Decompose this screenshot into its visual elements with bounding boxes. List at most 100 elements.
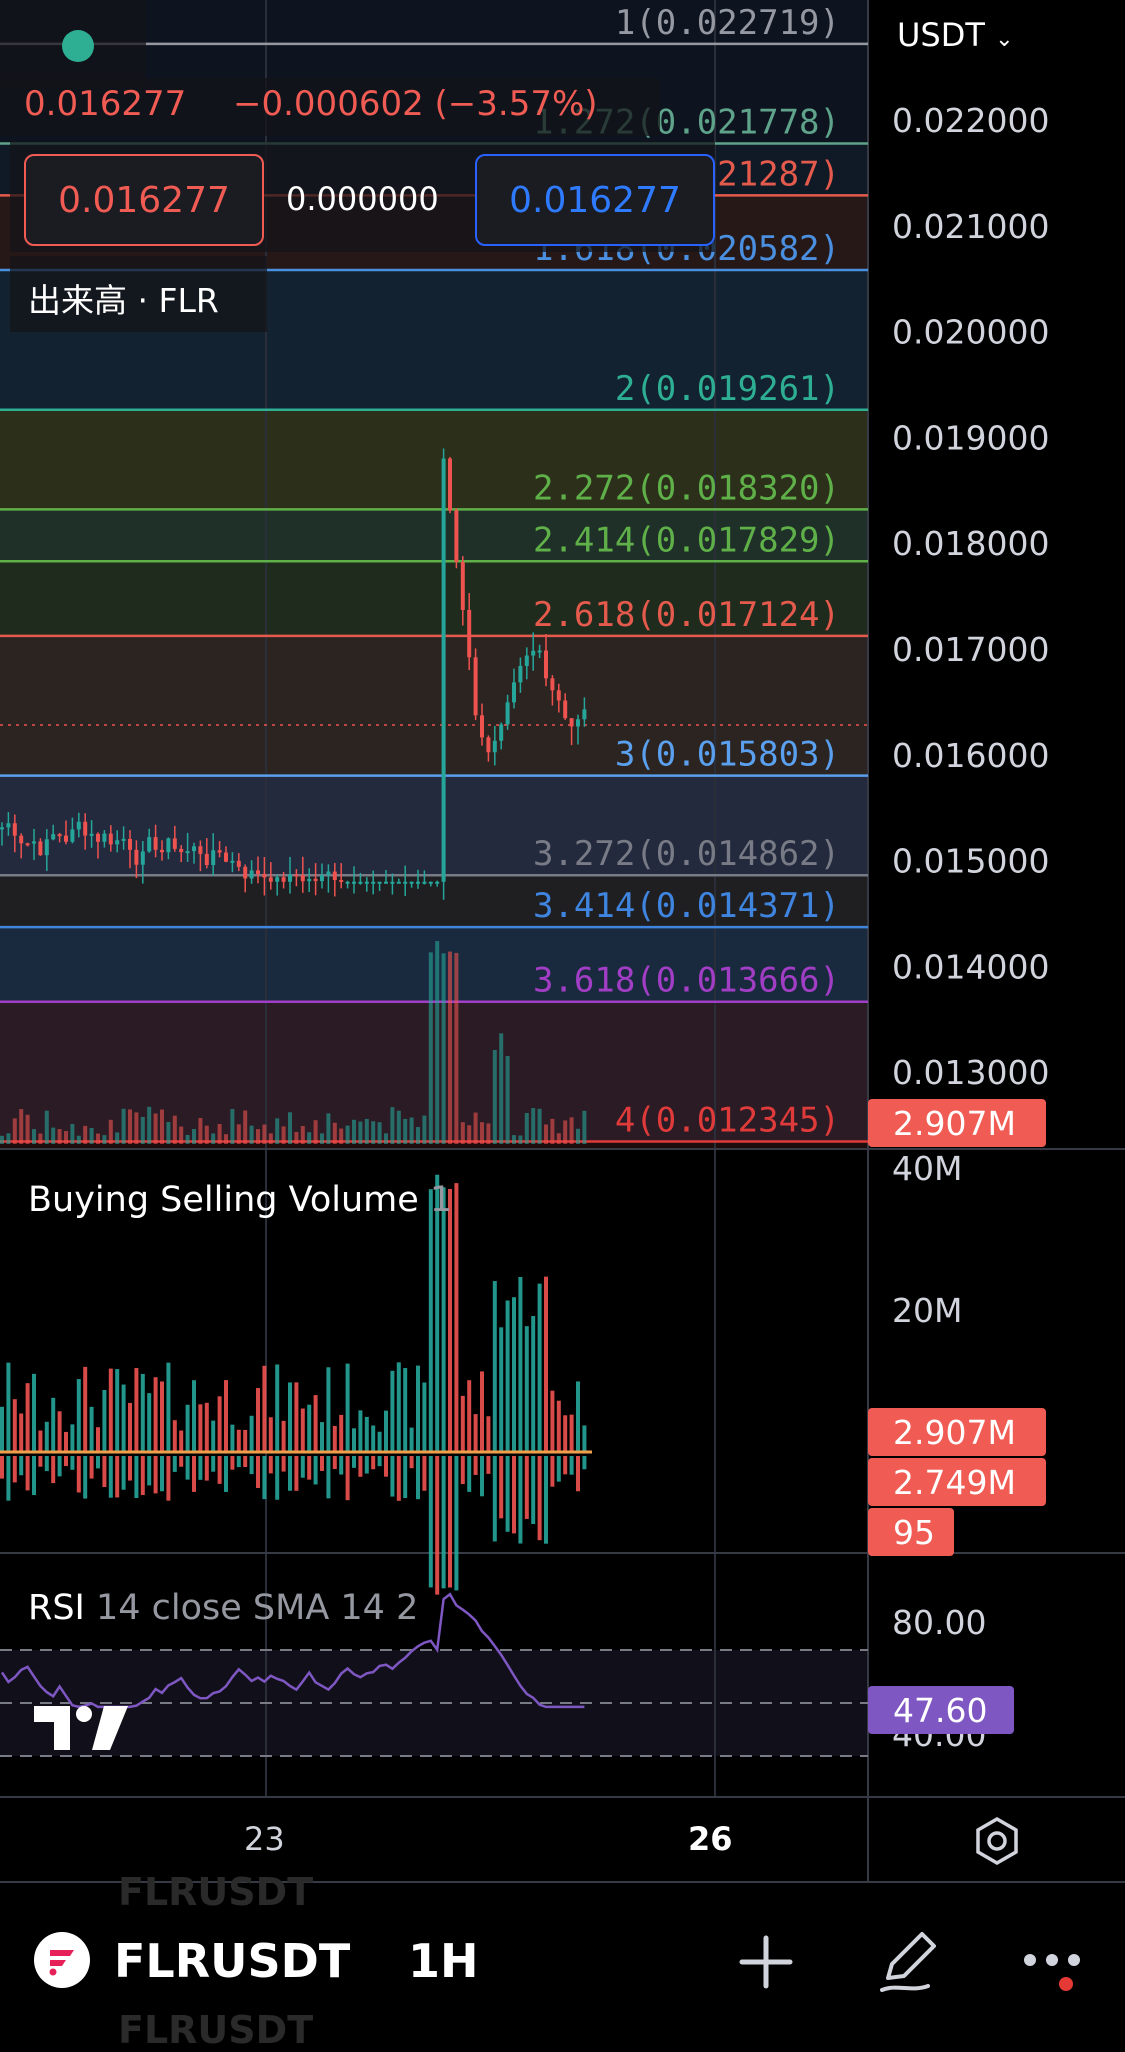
bsv-bar-up — [563, 1415, 568, 1452]
candle-body — [198, 846, 203, 854]
header-price-area — [0, 78, 660, 136]
bsv-bar-down — [563, 1456, 568, 1475]
fib-band-5 — [0, 509, 868, 562]
currency-selector[interactable]: USDT ⌄ — [897, 16, 1014, 54]
fib-band-12 — [0, 1141, 868, 1148]
gear-icon[interactable] — [972, 1816, 1022, 1866]
candle-body — [38, 841, 43, 856]
bsv-bar-up — [51, 1397, 56, 1452]
candle-body — [166, 838, 171, 853]
volume-bar — [268, 1133, 273, 1144]
bsv-bar-down — [0, 1456, 4, 1479]
volume-bar — [198, 1118, 203, 1144]
bsv-bar-down — [518, 1456, 523, 1544]
bsv-bar-up — [460, 1395, 465, 1452]
candle-body — [556, 690, 561, 701]
flare-logo-icon[interactable] — [34, 1932, 90, 1988]
candle-body — [377, 881, 382, 884]
volume-bar — [384, 1133, 388, 1144]
volume-bar — [166, 1121, 171, 1144]
price-tick-0: 0.022000 — [892, 101, 1049, 140]
bsv-bar-down — [211, 1456, 216, 1472]
volume-bar — [96, 1133, 100, 1144]
candle-body — [70, 829, 75, 842]
volume-bar — [371, 1121, 376, 1144]
bsv-bar-up — [518, 1276, 523, 1452]
volume-bar — [332, 1122, 337, 1144]
volume-bar — [345, 1125, 350, 1144]
interval[interactable]: 1H — [408, 1934, 479, 1988]
bsv-bar-up — [102, 1389, 107, 1452]
bsv-bar-down — [108, 1456, 113, 1498]
candle-body — [12, 823, 17, 836]
bsv-bar-up — [57, 1411, 62, 1452]
candle-body — [83, 821, 88, 836]
candle-body — [531, 650, 536, 656]
bsv-bar-up — [352, 1428, 356, 1452]
bsv-bar-up — [313, 1395, 318, 1452]
bsv-bar-up — [211, 1420, 216, 1452]
bsv-bar-down — [230, 1456, 235, 1470]
badge-bsv-1-bg — [868, 1408, 1046, 1456]
badge-bsv-1: 2.907M — [893, 1413, 1016, 1452]
bsv-bar-down — [236, 1456, 241, 1468]
plus-icon[interactable] — [736, 1932, 796, 1992]
volume-bar — [326, 1113, 331, 1144]
candle-body — [460, 562, 465, 610]
bsv-tick-0: 40M — [892, 1149, 962, 1188]
volume-bar — [249, 1125, 254, 1144]
volume-bar — [339, 1128, 344, 1144]
candle-body — [326, 871, 331, 876]
bsv-bar-down — [326, 1456, 331, 1499]
bsv-bar-down — [172, 1456, 177, 1472]
bsv-bar-down — [320, 1456, 324, 1471]
bsv-bar-down — [57, 1456, 62, 1477]
candle-body — [473, 657, 478, 716]
volume-bar — [480, 1122, 484, 1144]
fib-bands — [0, 0, 868, 1756]
bsv-bar-down — [454, 1456, 459, 1591]
bsv-bar-up — [25, 1383, 30, 1452]
volume-bar — [576, 1128, 580, 1144]
price-tick-3: 0.019000 — [892, 418, 1049, 457]
candle-body — [313, 878, 318, 882]
volume-bar — [307, 1132, 312, 1144]
buy-price-button[interactable]: 0.016277 — [475, 154, 715, 246]
sell-price-button[interactable]: 0.016277 — [24, 154, 264, 246]
candle-body — [352, 881, 356, 884]
bsv-bar-down — [396, 1456, 401, 1501]
volume-bar — [473, 1112, 478, 1144]
bsv-bar-up — [243, 1429, 248, 1452]
symbol-name[interactable]: FLRUSDT — [114, 1934, 351, 1988]
volume-bar — [441, 953, 446, 1144]
bsv-bar-up — [256, 1388, 260, 1452]
volume-bar — [390, 1107, 395, 1144]
bsv-bar-down — [441, 1456, 446, 1589]
candle-body — [428, 881, 433, 884]
rsi-tick-0: 80.00 — [892, 1603, 986, 1642]
bsv-bar-down — [480, 1456, 484, 1497]
candle-body — [396, 881, 401, 884]
candle-body — [582, 709, 587, 720]
more-icon[interactable] — [1022, 1944, 1090, 1994]
bsv-bar-down — [275, 1456, 280, 1500]
bsv-bar-up — [550, 1390, 555, 1452]
pen-icon[interactable] — [876, 1926, 946, 1996]
bsv-bar-down — [102, 1456, 107, 1488]
volume-bar — [492, 1049, 497, 1144]
volume-bar — [230, 1108, 235, 1144]
candle-body — [300, 875, 305, 882]
bsv-tick-1: 20M — [892, 1291, 962, 1330]
bsv-bar-down — [115, 1456, 120, 1498]
x-label-23: 23 — [244, 1820, 285, 1858]
bsv-bar-down — [134, 1456, 139, 1499]
volume-bar — [364, 1118, 369, 1144]
candle-body — [512, 682, 516, 703]
bsv-bar-down — [576, 1456, 580, 1492]
ghost-symbol-top: FLRUSDT — [118, 1870, 314, 1914]
bsv-bar-up — [38, 1430, 43, 1452]
fib-label-7: 2.618(0.017124) — [533, 595, 840, 635]
candle-body — [19, 835, 24, 844]
volume-bar — [505, 1055, 510, 1144]
